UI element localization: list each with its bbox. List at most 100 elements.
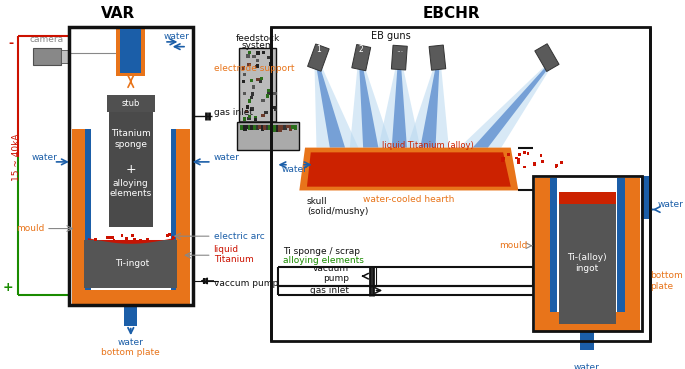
Bar xyxy=(580,331,594,351)
Bar xyxy=(352,45,371,71)
Text: 15 ~ 40kA: 15 ~ 40kA xyxy=(12,133,21,181)
Bar xyxy=(108,237,110,239)
Bar xyxy=(251,85,255,89)
Text: 1: 1 xyxy=(316,45,321,54)
Bar xyxy=(248,51,251,54)
Text: Titanium: Titanium xyxy=(214,255,253,263)
Bar xyxy=(294,125,297,131)
Bar xyxy=(284,125,287,131)
Bar xyxy=(242,125,247,131)
Bar xyxy=(269,125,272,130)
Bar xyxy=(168,234,171,236)
Bar xyxy=(166,234,169,237)
Polygon shape xyxy=(473,68,549,148)
Bar xyxy=(560,192,616,204)
Bar xyxy=(61,51,69,63)
Text: bottom plate: bottom plate xyxy=(101,348,160,357)
Bar xyxy=(238,122,299,151)
Bar xyxy=(146,238,149,241)
Bar xyxy=(125,238,128,240)
Bar xyxy=(131,234,134,237)
Bar xyxy=(121,28,141,73)
Polygon shape xyxy=(350,68,392,148)
Bar xyxy=(267,56,271,59)
Bar xyxy=(254,118,258,121)
Bar xyxy=(523,151,525,154)
Bar xyxy=(278,125,282,132)
Polygon shape xyxy=(307,152,511,187)
Bar xyxy=(517,161,520,164)
Text: ...: ... xyxy=(396,45,403,54)
Bar xyxy=(271,125,275,131)
Bar xyxy=(264,111,268,114)
Bar xyxy=(253,125,257,131)
Bar xyxy=(286,125,290,128)
Bar xyxy=(258,125,262,128)
Bar xyxy=(124,305,138,326)
Bar xyxy=(256,59,259,62)
Bar xyxy=(72,128,85,303)
Bar xyxy=(501,159,503,162)
Bar xyxy=(535,44,559,72)
Bar xyxy=(273,125,277,132)
Bar xyxy=(550,178,558,314)
Text: 2: 2 xyxy=(359,45,364,54)
Bar xyxy=(247,117,251,120)
Bar xyxy=(391,45,408,70)
Text: bottom
plate: bottom plate xyxy=(650,271,682,291)
Bar xyxy=(266,94,269,97)
Bar xyxy=(281,125,285,131)
Bar xyxy=(256,77,260,81)
Text: water: water xyxy=(214,153,240,162)
Text: electrode support: electrode support xyxy=(214,64,294,73)
Text: water: water xyxy=(658,200,683,209)
Bar xyxy=(308,44,329,71)
Bar xyxy=(273,92,277,96)
Polygon shape xyxy=(407,68,449,148)
Bar xyxy=(171,128,177,303)
Text: gas inlet: gas inlet xyxy=(310,286,349,295)
Bar xyxy=(429,45,446,70)
Bar xyxy=(515,156,519,159)
Bar xyxy=(262,51,265,54)
Bar xyxy=(534,162,536,165)
Bar xyxy=(84,240,177,287)
Bar xyxy=(249,79,253,82)
Text: Ti sponge / scrap: Ti sponge / scrap xyxy=(283,247,360,256)
Bar xyxy=(556,164,558,167)
Bar xyxy=(248,125,251,130)
Bar xyxy=(239,48,277,122)
Bar xyxy=(291,125,295,128)
Bar xyxy=(534,313,640,331)
Bar xyxy=(271,27,650,341)
Bar xyxy=(533,163,536,166)
Text: Ti-ingot: Ti-ingot xyxy=(116,259,150,268)
Bar xyxy=(256,125,260,130)
Bar xyxy=(245,125,249,128)
Bar xyxy=(139,239,142,242)
Text: mould: mould xyxy=(499,241,528,250)
Text: electric arc: electric arc xyxy=(214,232,264,241)
Bar xyxy=(252,55,256,58)
Bar xyxy=(248,99,251,103)
Bar xyxy=(288,125,292,131)
Bar xyxy=(109,113,153,227)
Bar xyxy=(106,236,109,239)
Bar xyxy=(250,96,253,99)
Bar xyxy=(256,65,259,68)
Bar xyxy=(242,92,246,96)
Bar xyxy=(248,115,251,118)
Bar xyxy=(501,157,504,160)
Bar xyxy=(251,125,254,131)
Bar xyxy=(541,160,544,162)
Bar xyxy=(112,238,116,241)
Bar xyxy=(33,48,61,65)
Bar xyxy=(242,66,245,70)
Text: gas inlet: gas inlet xyxy=(214,108,253,117)
Bar xyxy=(260,77,263,80)
Text: stub: stub xyxy=(121,99,140,108)
Bar xyxy=(617,178,625,314)
Bar xyxy=(256,51,260,55)
Bar xyxy=(253,115,257,119)
Bar xyxy=(85,128,91,303)
